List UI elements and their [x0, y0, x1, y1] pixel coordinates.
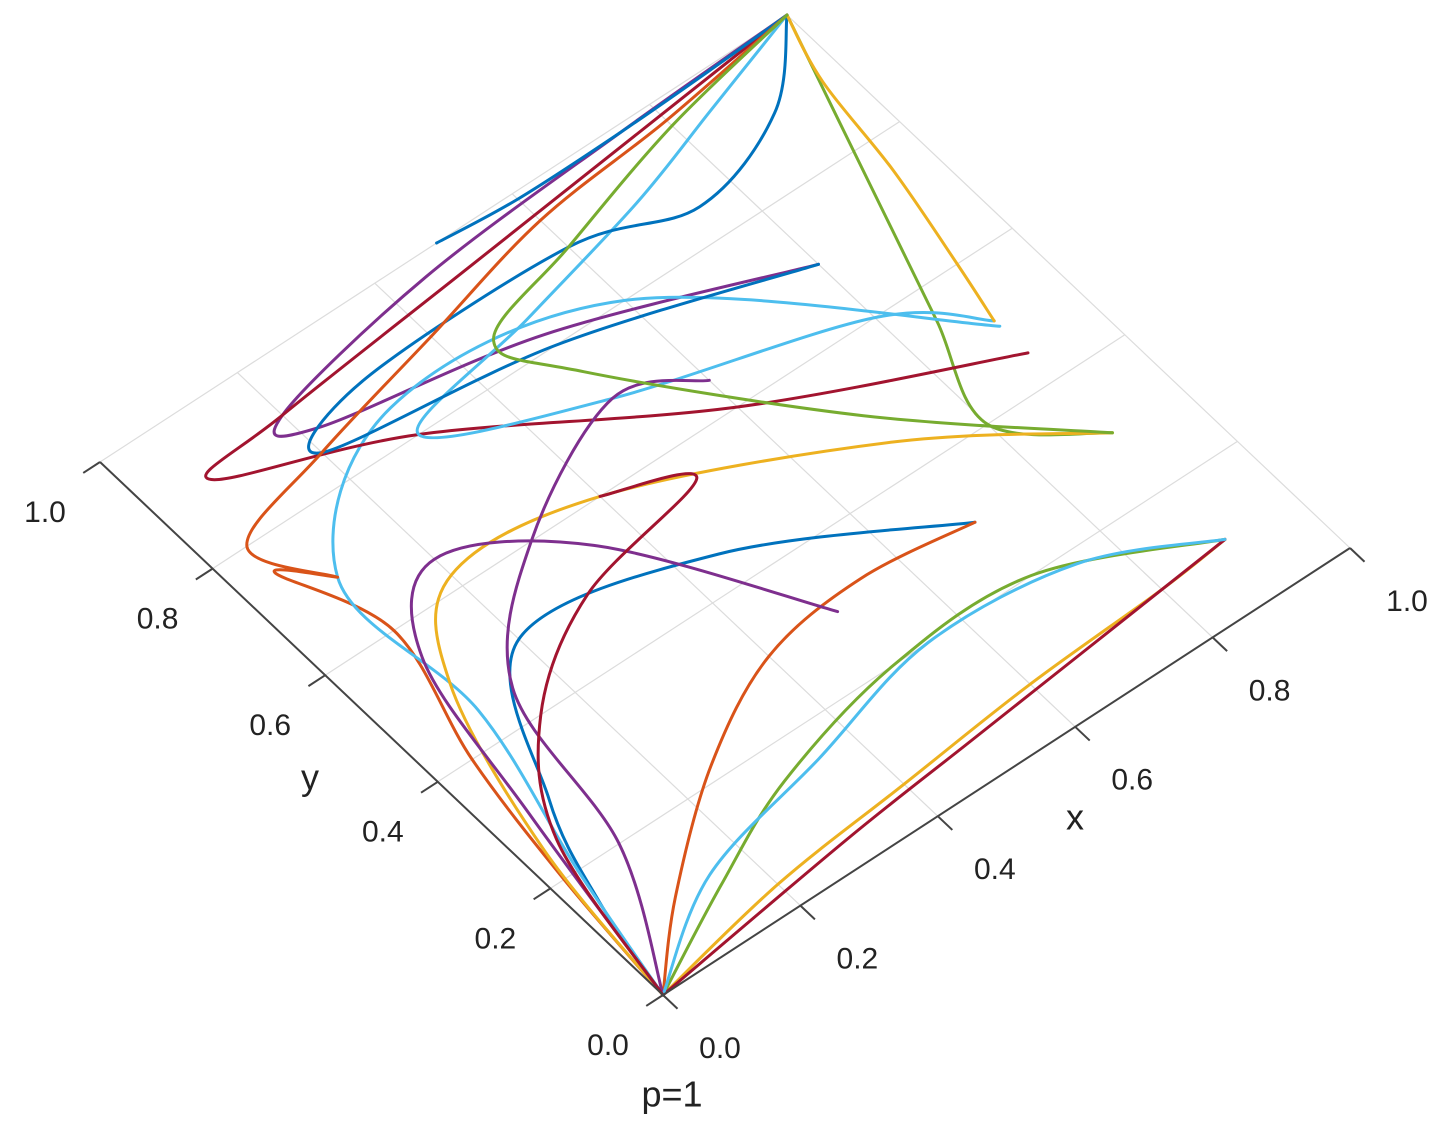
grid-line	[324, 227, 1013, 676]
x-tick-label: 1.0	[1386, 585, 1428, 618]
y-tick	[195, 567, 214, 581]
x-tick-label: 0.4	[974, 853, 1016, 886]
trajectories	[204, 13, 1227, 997]
trajectory	[536, 472, 699, 997]
y-axis-label: y	[301, 757, 319, 798]
trajectory	[272, 568, 665, 997]
grid-line	[649, 103, 1214, 638]
y-tick-label: 0.0	[587, 1029, 629, 1062]
y-axis-line	[99, 461, 664, 996]
grid	[99, 14, 1351, 996]
x-tick	[1349, 547, 1366, 563]
trajectory	[204, 13, 1030, 482]
y-tick	[645, 994, 664, 1007]
trajectory	[415, 13, 996, 440]
trajectory	[661, 537, 1227, 997]
trajectory	[785, 13, 996, 323]
trajectory	[661, 520, 977, 997]
y-tick	[307, 674, 326, 687]
x-tick-label: 0.6	[1111, 764, 1153, 797]
x-tick-label: 0.0	[699, 1032, 741, 1065]
x-tick-label: 0.2	[837, 943, 879, 976]
y-tick-label: 0.6	[249, 709, 291, 742]
x-tick-label: 0.8	[1249, 674, 1291, 707]
trajectory	[409, 539, 840, 997]
x-tick	[662, 994, 679, 1010]
trajectory	[785, 13, 1114, 437]
trajectory	[434, 431, 1114, 997]
x-tick	[937, 815, 954, 831]
x-tick	[799, 904, 816, 921]
chart-title: p=1	[641, 1074, 702, 1115]
trajectory	[661, 537, 1227, 997]
trajectory	[492, 13, 1114, 435]
x-axis-line	[662, 547, 1351, 996]
y-tick-label: 1.0	[24, 496, 66, 529]
x-axis-label: x	[1066, 797, 1084, 838]
trajectory	[307, 13, 820, 455]
y-tick-label: 0.8	[137, 603, 179, 636]
trajectory	[245, 13, 789, 579]
y-tick	[82, 461, 101, 474]
y-tick-label: 0.2	[475, 922, 517, 955]
grid-line	[786, 14, 1351, 549]
y-tick	[420, 780, 439, 794]
x-tick	[1211, 636, 1228, 652]
trajectory	[505, 378, 711, 997]
trajectory	[508, 520, 977, 997]
y-tick-label: 0.4	[362, 816, 404, 849]
x-tick	[1074, 726, 1091, 742]
grid-line	[511, 193, 1076, 728]
grid-line	[437, 334, 1126, 783]
trajectory	[435, 13, 789, 245]
trajectory	[331, 295, 1002, 997]
axes: 0.0 0.2 0.4 0.6 0.8 1.0 0.0 0.2 0.4 0.6 0.8 1.0	[24, 461, 1428, 1065]
y-tick	[533, 887, 551, 901]
